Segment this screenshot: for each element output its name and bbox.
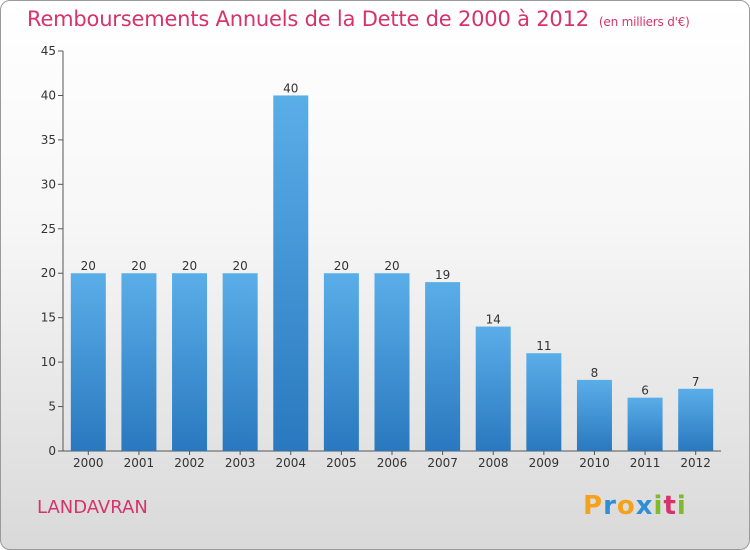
bar-value-label: 20 (334, 259, 349, 273)
proxiti-logo: Proxiti (583, 491, 687, 521)
bar-value-label: 19 (435, 268, 450, 282)
bar-2012 (678, 388, 714, 451)
x-tick-label: 2009 (529, 456, 560, 470)
bar-2004 (273, 95, 309, 451)
bar-value-label: 20 (81, 259, 96, 273)
x-tick-label: 2002 (174, 456, 205, 470)
x-tick-label: 2010 (579, 456, 610, 470)
y-tick-label: 5 (48, 400, 56, 414)
x-tick-label: 2005 (326, 456, 357, 470)
x-tick-label: 2011 (630, 456, 661, 470)
logo-letter: o (616, 491, 636, 521)
y-tick-label: 15 (41, 311, 56, 325)
y-tick-label: 10 (41, 355, 56, 369)
title-text: Remboursements Annuels de la Dette de 20… (27, 7, 589, 31)
logo-letter: x (635, 491, 654, 521)
chart-title: Remboursements Annuels de la Dette de 20… (27, 7, 690, 31)
bar-2011 (627, 397, 663, 451)
logo-letter: P (583, 491, 604, 521)
bar-2000 (70, 273, 106, 451)
logo-letter: t (663, 491, 677, 521)
place-name: LANDAVRAN (37, 497, 148, 518)
y-tick-label: 0 (48, 444, 56, 458)
x-tick-label: 2001 (124, 456, 155, 470)
bar-2002 (172, 273, 208, 451)
y-tick-label: 20 (41, 266, 56, 280)
bar-value-label: 11 (536, 339, 551, 353)
y-tick-label: 30 (41, 177, 56, 191)
x-tick-label: 2007 (427, 456, 458, 470)
bar-2009 (526, 353, 562, 451)
unit-note: (en milliers d'€) (598, 15, 690, 29)
x-tick-label: 2006 (377, 456, 408, 470)
y-tick-label: 45 (41, 44, 56, 58)
logo-letter: r (603, 491, 617, 521)
logo-letter: i (676, 491, 687, 521)
bar-value-label: 8 (591, 366, 599, 380)
bar-value-label: 7 (692, 375, 700, 389)
bar-value-label: 20 (384, 259, 399, 273)
bar-2007 (425, 282, 461, 451)
bar-2010 (576, 379, 612, 451)
bar-value-label: 20 (182, 259, 197, 273)
x-tick-label: 2000 (73, 456, 104, 470)
x-tick-label: 2004 (275, 456, 306, 470)
bar-value-label: 6 (641, 384, 649, 398)
x-tick-label: 2003 (225, 456, 256, 470)
bar-2006 (374, 273, 410, 451)
bar-value-label: 20 (131, 259, 146, 273)
bar-2003 (222, 273, 258, 451)
bar-2008 (475, 326, 511, 451)
bar-value-label: 20 (233, 259, 248, 273)
x-tick-label: 2012 (680, 456, 711, 470)
y-tick-label: 25 (41, 222, 56, 236)
bar-value-label: 14 (486, 313, 501, 327)
logo-letter: i (653, 491, 664, 521)
bar-2005 (323, 273, 359, 451)
x-tick-label: 2008 (478, 456, 509, 470)
y-tick-label: 40 (41, 88, 56, 102)
bar-value-label: 40 (283, 81, 298, 95)
y-tick-label: 35 (41, 133, 56, 147)
bar-2001 (121, 273, 157, 451)
